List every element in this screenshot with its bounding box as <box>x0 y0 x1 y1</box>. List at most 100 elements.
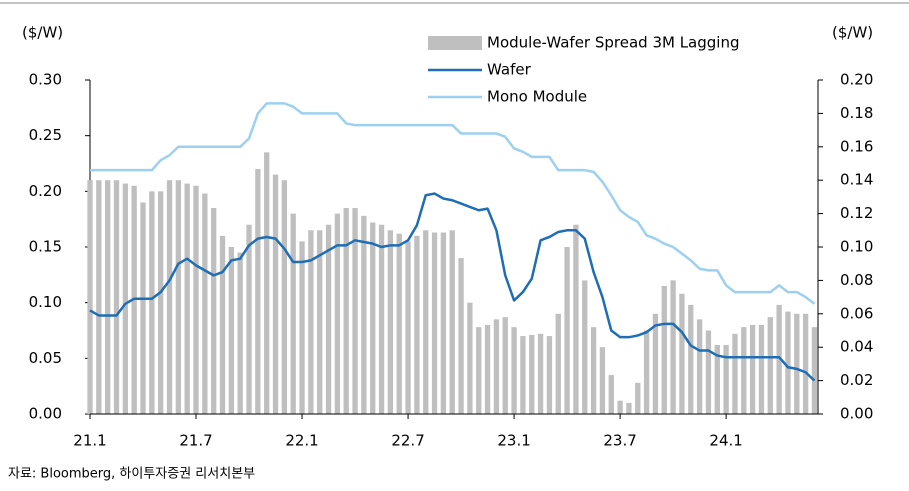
bar <box>758 324 765 414</box>
bar <box>688 304 694 414</box>
bar <box>767 317 773 414</box>
y2-tick-label: 0.20 <box>840 71 873 89</box>
bar <box>705 330 712 414</box>
bar <box>723 344 729 414</box>
bar <box>184 183 190 414</box>
x-tick-label: 24.1 <box>709 432 742 450</box>
x-tick-label: 21.7 <box>179 432 212 450</box>
bar <box>281 180 288 414</box>
bar <box>246 224 252 414</box>
bar <box>608 375 614 414</box>
bar <box>537 333 544 414</box>
bar <box>414 235 420 414</box>
bar <box>741 327 747 414</box>
bar <box>87 180 93 414</box>
bar <box>370 222 376 414</box>
bar <box>732 333 738 414</box>
bar <box>202 193 208 414</box>
bar <box>582 280 588 414</box>
y2-tick-label: 0.08 <box>840 271 873 289</box>
bar <box>343 208 349 414</box>
bar <box>113 180 120 414</box>
y2-axis-label: ($/W) <box>832 24 873 42</box>
bar <box>546 336 553 414</box>
y2-tick-label: 0.02 <box>840 371 873 389</box>
bar <box>193 185 199 414</box>
y-tick-label: 0.10 <box>29 293 62 311</box>
bar <box>502 317 508 414</box>
bar <box>529 334 535 414</box>
bar <box>661 285 667 414</box>
y2-tick-label: 0.18 <box>840 104 873 122</box>
bar <box>423 230 429 414</box>
bar <box>749 324 756 414</box>
bar <box>802 313 809 414</box>
x-tick-label: 23.1 <box>497 432 530 450</box>
x-tick-label: 21.1 <box>73 432 106 450</box>
bar <box>237 252 243 414</box>
bar <box>476 327 482 414</box>
bar <box>352 208 358 414</box>
bar <box>626 402 632 414</box>
bar <box>272 174 279 414</box>
bar <box>493 319 500 414</box>
bar <box>219 235 226 414</box>
bar <box>564 247 570 414</box>
bar <box>264 152 270 414</box>
bar <box>776 304 782 414</box>
y-tick-label: 0.00 <box>29 405 62 423</box>
bar <box>643 330 650 414</box>
bar <box>511 327 517 414</box>
y2-tick-label: 0.14 <box>840 171 873 189</box>
bar <box>696 319 703 414</box>
y2-tick-label: 0.06 <box>840 304 873 322</box>
line-series <box>89 192 816 382</box>
bar <box>334 213 341 414</box>
x-tick-label: 22.1 <box>285 432 318 450</box>
bar <box>520 336 526 414</box>
bar <box>149 191 155 414</box>
bar <box>599 347 606 414</box>
bar <box>652 313 659 414</box>
bar <box>467 302 473 414</box>
bar <box>484 324 491 414</box>
y2-tick-label: 0.10 <box>840 238 873 256</box>
bar <box>635 382 641 414</box>
bar <box>325 224 332 414</box>
bar <box>140 202 146 414</box>
y2-tick-label: 0.04 <box>840 338 873 356</box>
bar <box>255 169 261 414</box>
legend-label: Module-Wafer Spread 3M Lagging <box>487 34 740 52</box>
bar <box>166 180 173 414</box>
bar <box>670 280 676 414</box>
bar <box>175 180 181 414</box>
y-axis-label: ($/W) <box>22 24 63 42</box>
bar <box>299 241 305 414</box>
bar <box>158 191 164 414</box>
x-tick-label: 22.7 <box>391 432 424 450</box>
bar <box>361 215 367 414</box>
bar <box>105 180 111 414</box>
bar <box>308 230 314 414</box>
bar <box>228 247 235 414</box>
source-note: 자료: Bloomberg, 하이투자증권 리서치본부 <box>8 467 255 482</box>
bar <box>590 327 597 414</box>
bar <box>811 327 818 414</box>
bar <box>555 313 561 414</box>
y2-tick-label: 0.12 <box>840 204 873 222</box>
bar <box>96 180 102 414</box>
bar <box>378 224 385 414</box>
legend-label: Wafer <box>487 61 532 79</box>
y2-tick-label: 0.00 <box>840 405 873 423</box>
bar <box>290 213 296 414</box>
bar <box>679 293 685 414</box>
line-series <box>90 102 816 305</box>
y-tick-label: 0.20 <box>29 182 62 200</box>
y-tick-label: 0.15 <box>29 238 62 256</box>
bar <box>458 258 464 414</box>
bar <box>794 313 800 414</box>
y-tick-label: 0.25 <box>29 126 62 144</box>
bar <box>122 183 128 414</box>
bar <box>449 230 455 414</box>
